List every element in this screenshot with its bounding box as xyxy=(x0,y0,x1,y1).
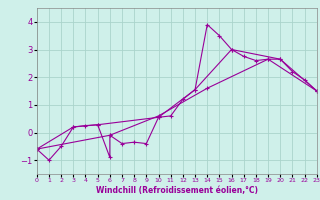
X-axis label: Windchill (Refroidissement éolien,°C): Windchill (Refroidissement éolien,°C) xyxy=(96,186,258,195)
